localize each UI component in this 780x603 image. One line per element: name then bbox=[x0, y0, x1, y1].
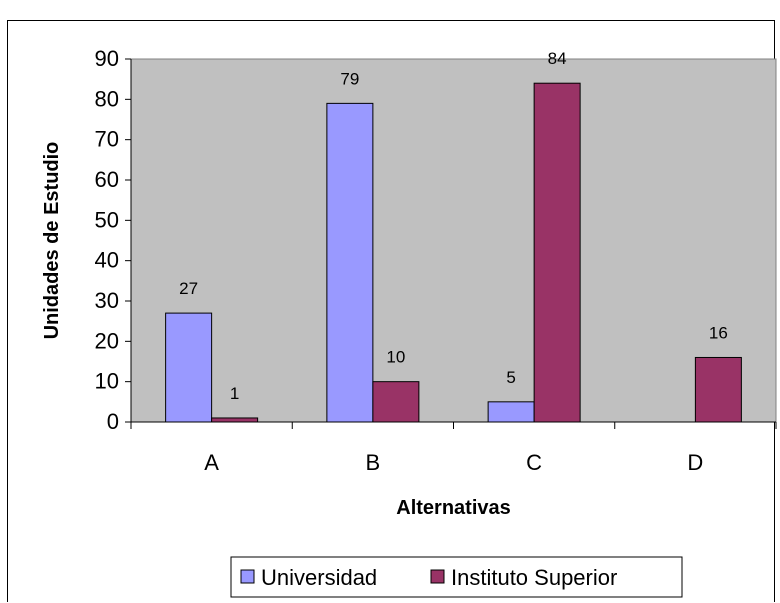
x-tick-label-c: C bbox=[526, 450, 542, 475]
bar-universidad-a bbox=[165, 312, 213, 423]
y-tick-label-0: 0 bbox=[107, 409, 119, 434]
y-tick-label-90: 90 bbox=[95, 46, 119, 71]
legend-box bbox=[230, 556, 683, 598]
data-label-instituto-superior-a: 1 bbox=[230, 384, 239, 403]
data-label-instituto-superior-c: 84 bbox=[548, 49, 567, 68]
y-axis-title: Unidades de Estudio bbox=[41, 142, 63, 340]
data-label-instituto-superior-d: 16 bbox=[709, 323, 728, 342]
legend: Universidad Instituto Superior bbox=[230, 556, 683, 598]
x-axis-title: Alternativas bbox=[396, 497, 511, 519]
data-label-universidad-c: 5 bbox=[506, 368, 515, 387]
data-label-instituto-superior-b: 10 bbox=[386, 348, 405, 367]
x-tick-label-b: B bbox=[366, 450, 381, 475]
plot-area bbox=[130, 58, 777, 423]
x-tick-label-d: D bbox=[687, 450, 703, 475]
x-tick-label-a: A bbox=[204, 450, 219, 475]
data-label-universidad-b: 79 bbox=[340, 69, 359, 88]
y-tick-label-40: 40 bbox=[95, 248, 119, 273]
bar-instituto-superior-c bbox=[533, 82, 581, 423]
bar-universidad-c bbox=[487, 401, 535, 423]
bar-instituto-superior-d bbox=[694, 356, 742, 423]
y-tick-label-80: 80 bbox=[95, 86, 119, 111]
y-tick-label-30: 30 bbox=[95, 288, 119, 313]
bar-instituto-superior-b bbox=[372, 381, 420, 423]
data-labels: 27 1 79 10 5 84 16 bbox=[179, 49, 728, 403]
data-label-universidad-a: 27 bbox=[179, 279, 198, 298]
y-tick-label-60: 60 bbox=[95, 167, 119, 192]
axes: A B C D 0 10 20 30 40 50 60 70 80 90 bbox=[95, 46, 777, 475]
legend-label-universidad: Universidad bbox=[261, 565, 377, 590]
y-tick-label-70: 70 bbox=[95, 127, 119, 152]
y-tick-label-50: 50 bbox=[95, 207, 119, 232]
y-tick-label-20: 20 bbox=[95, 328, 119, 353]
y-tick-label-10: 10 bbox=[95, 369, 119, 394]
legend-label-instituto-superior: Instituto Superior bbox=[451, 565, 617, 590]
bar-universidad-b bbox=[326, 102, 374, 423]
bars bbox=[165, 82, 742, 423]
legend-swatch-universidad bbox=[240, 569, 255, 584]
legend-swatch-instituto-superior bbox=[430, 569, 445, 584]
bar-instituto-superior-a bbox=[211, 417, 259, 423]
